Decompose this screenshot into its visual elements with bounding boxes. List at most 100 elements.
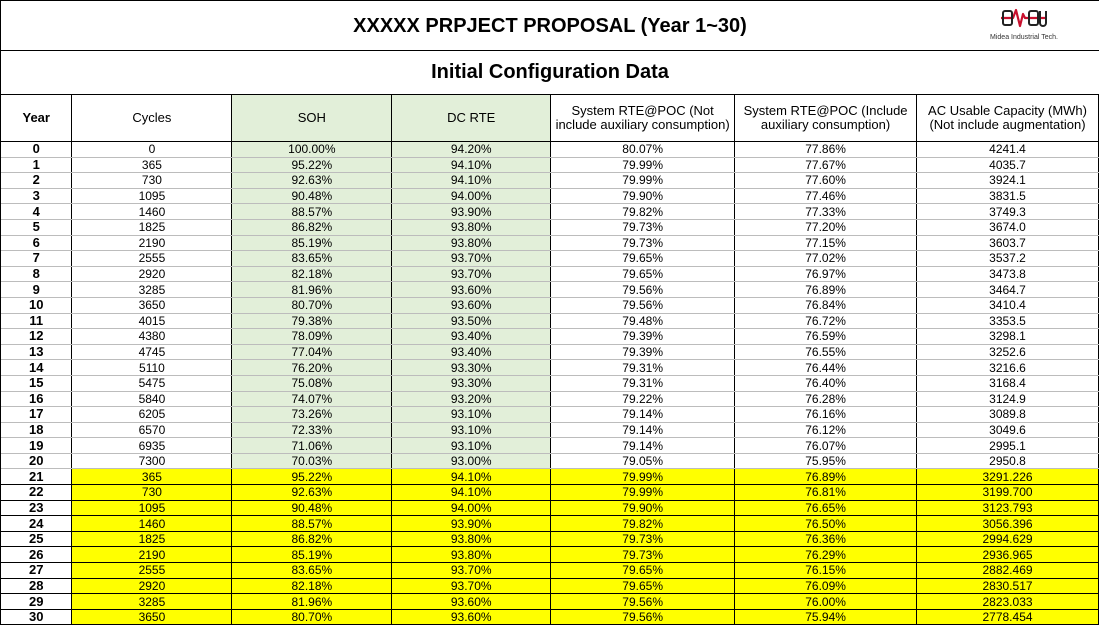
cell-dc-rte: 93.80% <box>391 546 552 564</box>
cell-year: 12 <box>1 328 73 345</box>
cell-system-rte-aux: 75.94% <box>734 609 918 625</box>
cell-system-rte-aux: 76.12% <box>734 422 918 439</box>
col-header-cycles: Cycles <box>71 95 233 142</box>
cell-cycles: 2555 <box>71 562 233 579</box>
cell-soh: 88.57% <box>231 203 393 220</box>
cell-system-rte-aux: 76.84% <box>734 297 918 314</box>
cell-dc-rte: 93.60% <box>391 593 552 610</box>
cell-year: 22 <box>1 484 73 501</box>
cell-system-rte-aux: 76.89% <box>734 468 918 486</box>
cell-year: 17 <box>1 406 73 423</box>
cell-soh: 71.06% <box>231 437 393 454</box>
cell-cycles: 4380 <box>71 328 233 345</box>
table-row: 24 1460 88.57% 93.90% 79.82% 76.50% 3056.396 <box>1 515 1099 532</box>
cell-year: 10 <box>1 297 73 314</box>
cell-system-rte-aux: 77.20% <box>734 219 918 236</box>
cell-ac-capacity: 3123.793 <box>916 500 1099 517</box>
cell-system-rte-aux: 76.89% <box>734 281 918 298</box>
cell-cycles: 2920 <box>71 578 233 595</box>
cell-ac-capacity: 3124.9 <box>916 391 1099 408</box>
col-header-system-rte-aux: System RTE@POC (Include auxiliary consum… <box>734 95 918 142</box>
company-logo: Midea Industrial Tech. <box>979 5 1069 47</box>
cell-soh: 83.65% <box>231 250 393 267</box>
cell-year: 13 <box>1 344 73 361</box>
cell-cycles: 3285 <box>71 593 233 610</box>
cell-system-rte-no-aux: 79.65% <box>550 562 736 579</box>
table-row: 27 2555 83.65% 93.70% 79.65% 76.15% 2882.469 <box>1 562 1099 579</box>
cell-cycles: 7300 <box>71 453 233 470</box>
cell-ac-capacity: 2936.965 <box>916 546 1099 564</box>
cell-soh: 85.19% <box>231 546 393 564</box>
table-row: 1 365 95.22% 94.10% 79.99% 77.67% 4035.7 <box>1 157 1099 174</box>
cell-soh: 72.33% <box>231 422 393 439</box>
col-header-dc-rte: DC RTE <box>391 95 552 142</box>
header-row: Year Cycles SOH DC RTE System RTE@POC (N… <box>1 95 1099 142</box>
cell-soh: 86.82% <box>231 219 393 236</box>
table-row: 14 5110 76.20% 93.30% 79.31% 76.44% 3216.6 <box>1 359 1099 376</box>
cell-year: 16 <box>1 391 73 408</box>
cell-soh: 81.96% <box>231 281 393 298</box>
cell-cycles: 4015 <box>71 313 233 330</box>
cell-system-rte-aux: 76.16% <box>734 406 918 423</box>
table-row: 3 1095 90.48% 94.00% 79.90% 77.46% 3831.5 <box>1 188 1099 205</box>
cell-system-rte-no-aux: 79.65% <box>550 578 736 595</box>
cell-system-rte-no-aux: 79.73% <box>550 235 736 252</box>
cell-cycles: 5110 <box>71 359 233 376</box>
cell-year: 23 <box>1 500 73 517</box>
cell-year: 27 <box>1 562 73 579</box>
cell-dc-rte: 93.50% <box>391 313 552 330</box>
cell-dc-rte: 94.00% <box>391 188 552 205</box>
cell-year: 28 <box>1 578 73 595</box>
cell-soh: 75.08% <box>231 375 393 392</box>
cell-cycles: 6570 <box>71 422 233 439</box>
cell-cycles: 2555 <box>71 250 233 267</box>
cell-ac-capacity: 3603.7 <box>916 235 1099 252</box>
cell-system-rte-aux: 76.40% <box>734 375 918 392</box>
cell-cycles: 3650 <box>71 297 233 314</box>
cell-soh: 86.82% <box>231 531 393 548</box>
cell-year: 15 <box>1 375 73 392</box>
cell-dc-rte: 93.70% <box>391 578 552 595</box>
table-row: 0 0 100.00% 94.20% 80.07% 77.86% 4241.4 <box>1 141 1099 158</box>
cell-soh: 80.70% <box>231 609 393 625</box>
cell-ac-capacity: 3353.5 <box>916 313 1099 330</box>
cell-dc-rte: 94.20% <box>391 141 552 158</box>
cell-system-rte-no-aux: 79.73% <box>550 219 736 236</box>
cell-cycles: 1460 <box>71 203 233 220</box>
cell-system-rte-aux: 77.86% <box>734 141 918 158</box>
table-row: 28 2920 82.18% 93.70% 79.65% 76.09% 2830.517 <box>1 578 1099 595</box>
cell-soh: 77.04% <box>231 344 393 361</box>
cell-cycles: 1460 <box>71 515 233 532</box>
cell-year: 30 <box>1 609 73 625</box>
cell-ac-capacity: 2950.8 <box>916 453 1099 470</box>
table-row: 5 1825 86.82% 93.80% 79.73% 77.20% 3674.0 <box>1 219 1099 236</box>
cell-dc-rte: 93.90% <box>391 203 552 220</box>
cell-year: 3 <box>1 188 73 205</box>
table-row: 13 4745 77.04% 93.40% 79.39% 76.55% 3252.6 <box>1 344 1099 361</box>
cell-system-rte-aux: 77.46% <box>734 188 918 205</box>
cell-system-rte-no-aux: 79.82% <box>550 515 736 532</box>
cell-dc-rte: 93.60% <box>391 281 552 298</box>
cell-cycles: 0 <box>71 141 233 158</box>
cell-system-rte-aux: 77.15% <box>734 235 918 252</box>
title-row: XXXXX PRPJECT PROPOSAL (Year 1~30) Midea… <box>1 0 1099 51</box>
cell-system-rte-no-aux: 79.31% <box>550 359 736 376</box>
col-header-ac-capacity: AC Usable Capacity (MWh) (Not include au… <box>916 95 1099 142</box>
cell-cycles: 730 <box>71 172 233 189</box>
cell-system-rte-no-aux: 79.65% <box>550 250 736 267</box>
cell-soh: 85.19% <box>231 235 393 252</box>
cell-cycles: 2920 <box>71 266 233 283</box>
cell-system-rte-aux: 76.00% <box>734 593 918 610</box>
col-header-system-rte-no-aux: System RTE@POC (Not include auxiliary co… <box>550 95 736 142</box>
cell-system-rte-aux: 76.44% <box>734 359 918 376</box>
cell-system-rte-no-aux: 79.65% <box>550 266 736 283</box>
cell-ac-capacity: 4241.4 <box>916 141 1099 158</box>
cell-ac-capacity: 2778.454 <box>916 609 1099 625</box>
cell-system-rte-no-aux: 79.99% <box>550 172 736 189</box>
cell-system-rte-no-aux: 79.56% <box>550 281 736 298</box>
cell-ac-capacity: 3410.4 <box>916 297 1099 314</box>
cell-soh: 74.07% <box>231 391 393 408</box>
cell-cycles: 6205 <box>71 406 233 423</box>
cell-system-rte-aux: 77.33% <box>734 203 918 220</box>
cell-dc-rte: 93.80% <box>391 531 552 548</box>
